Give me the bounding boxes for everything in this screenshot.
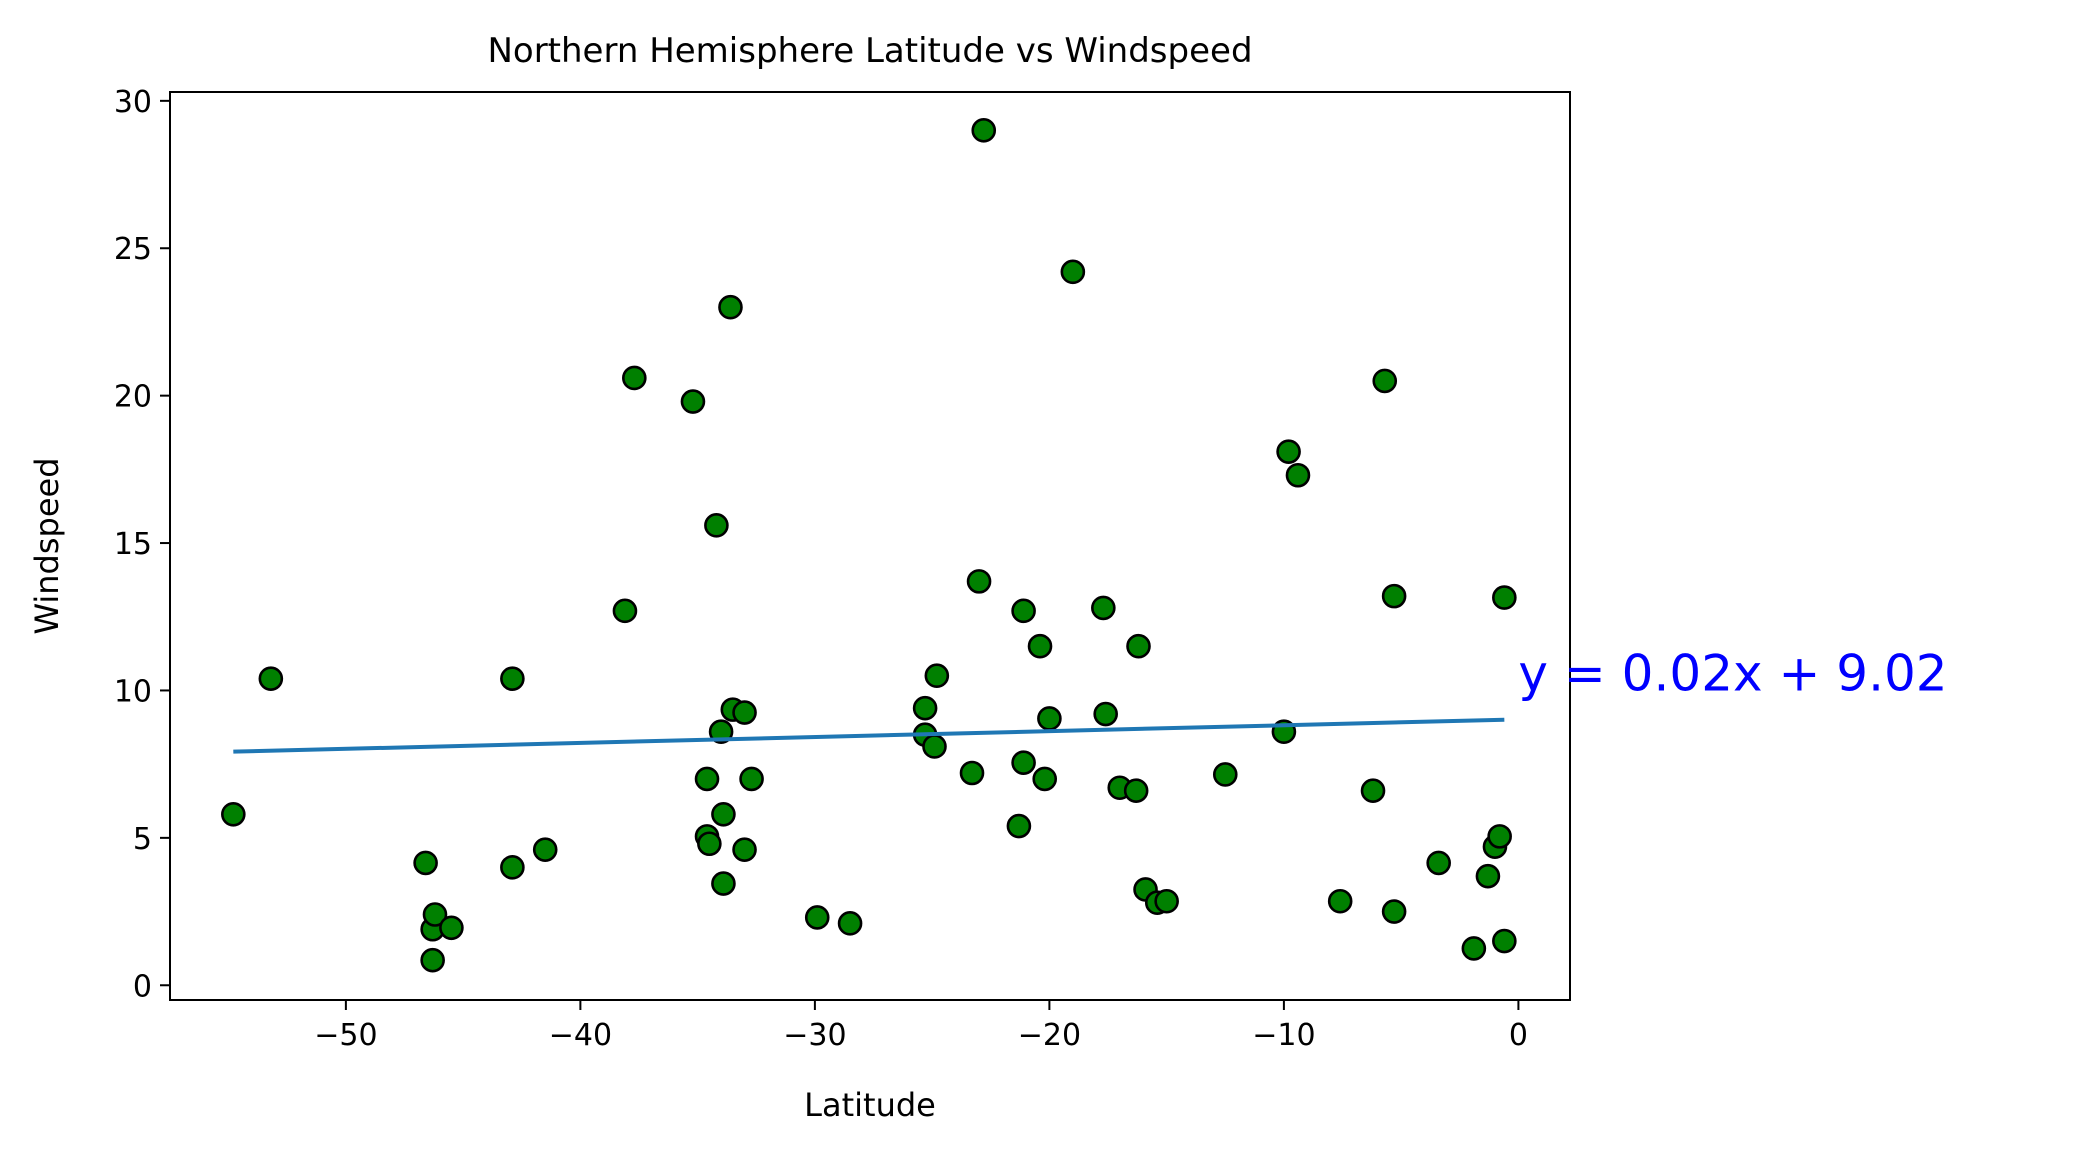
data-point xyxy=(1285,462,1311,488)
data-point xyxy=(1011,598,1036,624)
data-point xyxy=(221,801,246,827)
data-point xyxy=(1032,766,1058,792)
x-tick-label: −30 xyxy=(783,1018,846,1053)
x-tick-label: −20 xyxy=(1018,1018,1081,1053)
x-tick-label: −10 xyxy=(1252,1018,1315,1053)
data-point xyxy=(1327,888,1353,914)
data-point xyxy=(1360,778,1386,803)
data-point xyxy=(804,905,830,930)
data-point xyxy=(1212,762,1238,787)
data-point xyxy=(1006,813,1032,839)
data-point xyxy=(1091,595,1116,621)
data-point xyxy=(1487,824,1512,849)
data-point xyxy=(1492,585,1517,610)
data-point xyxy=(694,766,720,792)
data-point xyxy=(612,598,638,624)
data-point xyxy=(500,855,525,880)
data-point xyxy=(413,850,438,876)
data-point xyxy=(422,902,448,927)
data-point xyxy=(711,871,736,896)
data-point xyxy=(1475,863,1501,889)
data-point xyxy=(1372,368,1398,394)
data-point xyxy=(1011,750,1036,775)
y-tick-label: 15 xyxy=(114,527,152,562)
data-point xyxy=(1492,928,1517,954)
y-axis: 0 5 10 15 20 25 30 xyxy=(114,85,170,1004)
data-point xyxy=(697,831,722,857)
data-point xyxy=(420,947,445,973)
data-point xyxy=(1154,888,1179,914)
data-point xyxy=(922,734,947,759)
data-point xyxy=(1426,850,1451,876)
data-point xyxy=(966,569,992,594)
data-point xyxy=(711,801,736,827)
data-point xyxy=(532,837,558,862)
data-point xyxy=(1060,259,1086,285)
data-point xyxy=(1276,439,1301,464)
y-tick-label: 5 xyxy=(133,822,152,857)
data-point xyxy=(718,294,743,320)
plot-area xyxy=(221,118,1517,973)
x-tick-label: 0 xyxy=(1509,1018,1528,1053)
data-point xyxy=(500,666,525,691)
y-tick-label: 10 xyxy=(114,674,152,709)
y-tick-label: 20 xyxy=(114,380,152,415)
data-point xyxy=(1123,778,1149,803)
data-point xyxy=(971,118,997,143)
regression-equation-annotation: y = 0.02x + 9.02 xyxy=(1518,644,1947,702)
data-point xyxy=(924,663,950,689)
data-point xyxy=(1381,583,1407,609)
data-point xyxy=(1027,633,1053,659)
data-point xyxy=(704,513,729,538)
data-point xyxy=(1126,633,1151,659)
data-point xyxy=(258,666,284,691)
y-tick-label: 0 xyxy=(133,969,152,1004)
x-tick-label: −50 xyxy=(314,1018,377,1053)
data-point xyxy=(739,766,764,792)
data-point xyxy=(1093,701,1118,727)
regression-line xyxy=(233,717,1505,754)
data-point xyxy=(732,837,757,862)
data-point xyxy=(912,695,938,721)
data-point xyxy=(622,365,647,391)
y-tick-label: 25 xyxy=(114,232,152,267)
data-point xyxy=(439,915,464,941)
data-point xyxy=(708,719,734,745)
data-point xyxy=(732,700,757,725)
data-point xyxy=(959,760,985,786)
x-axis-label: Latitude xyxy=(804,1086,936,1124)
data-point xyxy=(1461,936,1487,961)
data-point xyxy=(680,389,706,414)
chart-title: Northern Hemisphere Latitude vs Windspee… xyxy=(487,31,1252,71)
data-point xyxy=(1037,706,1062,731)
axes-frame xyxy=(169,91,1571,1001)
x-tick-label: −40 xyxy=(549,1018,612,1053)
y-tick-label: 30 xyxy=(114,85,152,120)
data-point xyxy=(837,911,863,936)
y-axis-label: Windspeed xyxy=(28,457,66,634)
x-axis: −50 −40 −30 −20 −10 0 xyxy=(314,1000,1528,1053)
data-point xyxy=(1381,899,1407,924)
